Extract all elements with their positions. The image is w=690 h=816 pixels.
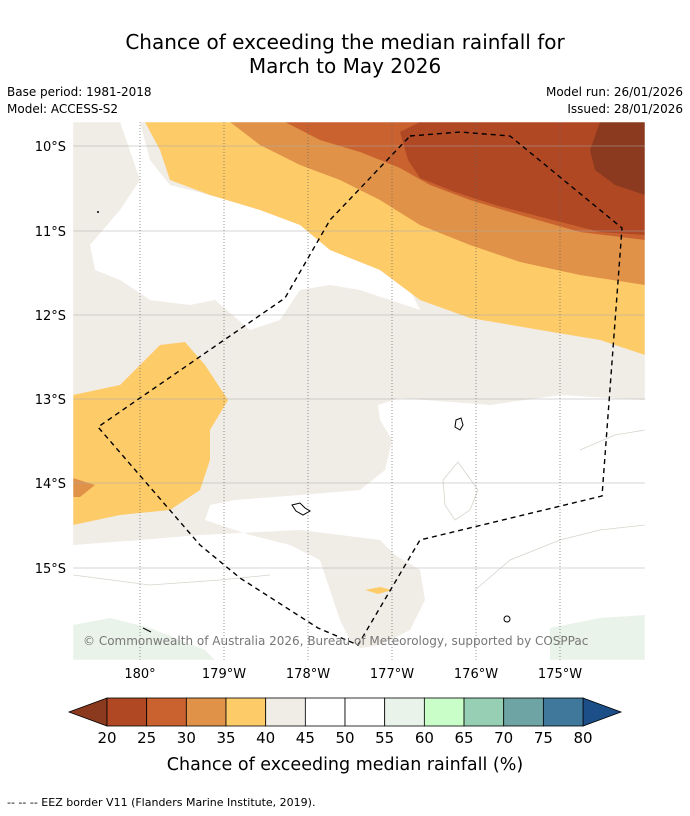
lat-label: 15°S <box>35 562 66 577</box>
colorbar-tick-label: 25 <box>137 729 156 747</box>
eez-footnote: -- -- -- EEZ border V11 (Flanders Marine… <box>7 796 316 809</box>
colorbar-tick-label: 75 <box>534 729 553 747</box>
colorbar-tick-label: 50 <box>335 729 354 747</box>
colorbar-label: Chance of exceeding median rainfall (%) <box>167 755 523 775</box>
lon-label: 177°W <box>370 667 414 682</box>
island <box>291 502 311 516</box>
lon-label: 179°W <box>202 667 246 682</box>
lat-label: 12°S <box>35 309 66 324</box>
lat-label: 10°S <box>35 140 66 155</box>
lat-label: 13°S <box>35 393 66 408</box>
contour-line <box>73 574 271 586</box>
map-frame <box>72 121 646 661</box>
contour-line <box>442 461 479 521</box>
map-plot-area: © Commonwealth of Australia 2026, Bureau… <box>73 122 645 660</box>
lat-labels: 10°S 11°S 12°S 13°S 14°S 15°S <box>35 140 66 577</box>
chart-title: Chance of exceeding the median rainfall … <box>0 30 690 78</box>
island <box>503 615 511 623</box>
copyright-notice: © Commonwealth of Australia 2026, Bureau… <box>83 634 588 648</box>
lon-label: 176°W <box>454 667 498 682</box>
region-35-40-west <box>73 342 228 525</box>
colorbar-tick-label: 35 <box>216 729 235 747</box>
colorbar-cell <box>146 697 187 727</box>
lat-label: 14°S <box>35 477 66 492</box>
model-run: Model run: 26/01/2026 <box>545 85 683 99</box>
title-line-1: Chance of exceeding the median rainfall … <box>125 30 565 54</box>
lon-label: 180° <box>124 667 155 682</box>
model-name: Model: ACCESS-S2 <box>7 102 119 116</box>
colorbar-tick-label: 70 <box>494 729 513 747</box>
lon-label: 178°W <box>286 667 330 682</box>
colorbar-cell <box>384 697 425 727</box>
issued-date: Issued: 28/01/2026 <box>567 102 683 116</box>
island <box>454 417 464 431</box>
colorbar-tick-label: 80 <box>573 729 592 747</box>
region-20-25 <box>400 122 645 235</box>
colorbar-cell <box>542 697 584 727</box>
colorbar-tick-label: 55 <box>375 729 394 747</box>
region-55-60-sw <box>73 618 215 660</box>
lon-labels: 180° 179°W 178°W 177°W 176°W 175°W <box>124 667 582 682</box>
colorbar-cell <box>225 697 267 727</box>
colorbar-cell <box>106 697 148 727</box>
colorbar-tick-label: 20 <box>97 729 116 747</box>
colorbar-cell <box>423 697 465 727</box>
title-line-2: March to May 2026 <box>248 54 442 78</box>
colorbar-tick-label: 65 <box>454 729 473 747</box>
colorbar-cell <box>304 697 346 727</box>
lat-gridlines <box>73 145 645 569</box>
lon-label: 175°W <box>538 667 582 682</box>
lat-label: 11°S <box>35 225 66 240</box>
base-period: Base period: 1981-2018 <box>7 85 152 99</box>
colorbar-cell <box>265 697 306 727</box>
colorbar-cell <box>185 697 227 727</box>
region-55-60-se <box>550 615 645 660</box>
island <box>142 627 152 633</box>
region-below-20 <box>590 122 645 195</box>
region-35-40-spot <box>365 587 392 594</box>
colorbar-cell <box>344 697 386 727</box>
contour-line <box>579 429 645 451</box>
colorbar-tick-label: 60 <box>415 729 434 747</box>
island <box>97 211 99 213</box>
colorbar-extend-high <box>582 697 623 727</box>
colorbar: 20 25 30 35 40 45 50 55 60 65 70 75 80 <box>67 697 623 747</box>
colorbar-extend-low <box>67 697 108 727</box>
colorbar-tick-label: 30 <box>177 729 196 747</box>
colorbar-cell <box>463 697 505 727</box>
colorbar-tick-label: 45 <box>296 729 315 747</box>
colorbar-cell <box>503 697 544 727</box>
colorbar-tick-label: 40 <box>256 729 275 747</box>
